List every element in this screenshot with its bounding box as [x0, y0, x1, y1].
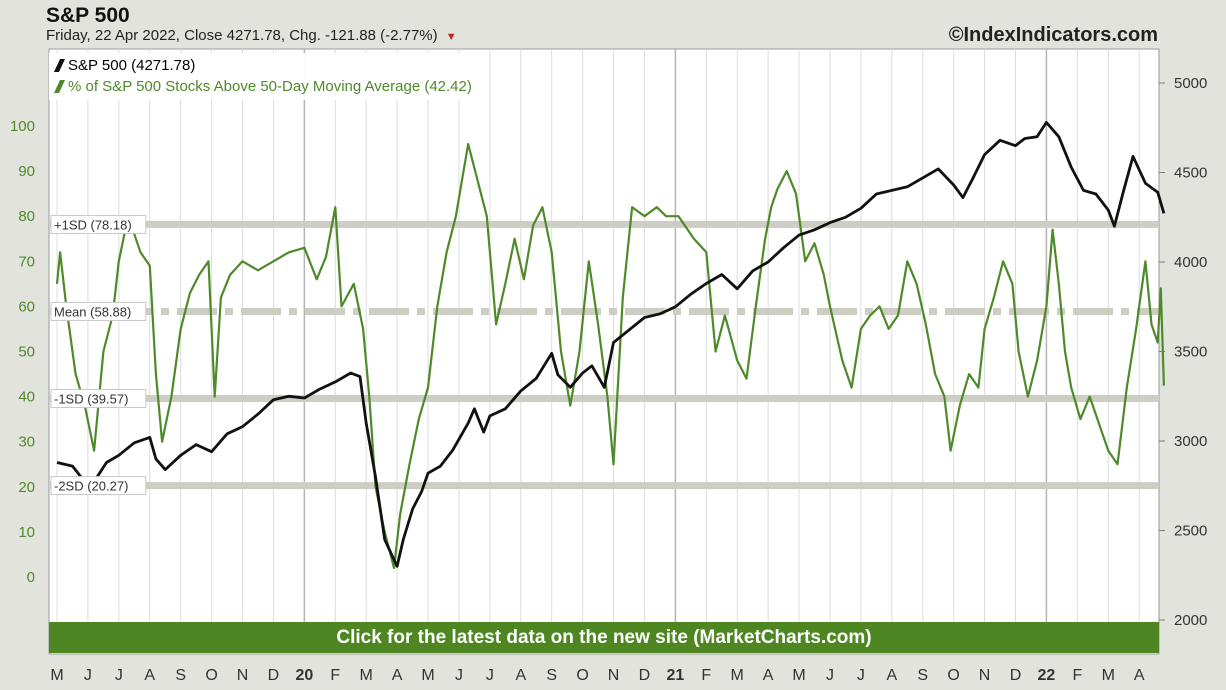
- left-tick-label: 100: [10, 118, 35, 135]
- x-tick-label: O: [576, 667, 588, 684]
- left-tick-label: 80: [18, 208, 35, 225]
- x-tick-label: J: [826, 667, 834, 684]
- grid: [56, 49, 1140, 622]
- right-tick-label: 3500: [1174, 344, 1207, 361]
- x-tick-label: M: [360, 667, 373, 684]
- x-tick-label: J: [455, 667, 463, 684]
- down-arrow-icon: ▼: [445, 31, 457, 43]
- x-tick-label: M: [792, 667, 805, 684]
- band-label: -2SD (20.27): [54, 479, 128, 494]
- right-axis: 2000 2500 3000 3500 4000 4500 5000: [1159, 75, 1207, 629]
- x-tick-label: 21: [666, 667, 684, 684]
- x-tick-label: A: [886, 667, 897, 684]
- sp500-line: [56, 121, 1166, 568]
- x-tick-label: A: [1134, 667, 1145, 684]
- x-tick-label: M: [421, 667, 434, 684]
- left-tick-label: 60: [18, 298, 35, 315]
- chart-title: S&P 500: [46, 4, 130, 27]
- x-tick-label: S: [546, 667, 557, 684]
- left-tick-label: 90: [18, 163, 35, 180]
- x-tick-label: F: [1072, 667, 1082, 684]
- legend-label: S&P 500 (4271.78): [68, 57, 196, 74]
- x-tick-label: J: [857, 667, 865, 684]
- x-tick-label: N: [979, 667, 991, 684]
- series-lines: [55, 121, 1166, 570]
- x-tick-label: A: [144, 667, 155, 684]
- right-tick-label: 4500: [1174, 165, 1207, 182]
- x-tick-label: N: [237, 667, 249, 684]
- plot-area: [48, 48, 1160, 655]
- left-axis: 0 10 20 30 40 50 60 70 80 90 100: [10, 118, 35, 586]
- x-tick-label: O: [947, 667, 959, 684]
- x-tick-label: A: [763, 667, 774, 684]
- legend-label: % of S&P 500 Stocks Above 50-Day Moving …: [68, 78, 472, 95]
- x-tick-label: J: [486, 667, 494, 684]
- x-tick-label: 22: [1038, 667, 1056, 684]
- x-tick-label: S: [175, 667, 186, 684]
- breadth-line: [55, 142, 1165, 570]
- sp500-swatch-icon: [53, 59, 66, 72]
- x-tick-label: S: [917, 667, 928, 684]
- x-tick-label: D: [639, 667, 651, 684]
- x-tick-label: D: [1010, 667, 1022, 684]
- x-tick-label: J: [84, 667, 92, 684]
- x-tick-label: J: [115, 667, 123, 684]
- left-tick-label: 0: [27, 569, 35, 586]
- source-credit: ©IndexIndicators.com: [948, 24, 1158, 46]
- legend: S&P 500 (4271.78) % of S&P 500 Stocks Ab…: [49, 53, 478, 100]
- x-tick-label: 20: [295, 667, 313, 684]
- left-tick-label: 50: [18, 344, 35, 361]
- band-label-box: [50, 476, 147, 496]
- x-tick-label: F: [330, 667, 340, 684]
- band-label-box: [50, 389, 147, 409]
- band-label: +1SD (78.18): [54, 217, 132, 232]
- sd-band-labels: +1SD (78.18) Mean (58.88) -1SD (39.57) -2SD…: [50, 214, 147, 496]
- right-tick-label: 2000: [1174, 612, 1207, 629]
- legend-item-breadth: % of S&P 500 Stocks Above 50-Day Moving …: [53, 76, 472, 97]
- left-tick-label: 70: [18, 253, 35, 270]
- subtitle-text: Friday, 22 Apr 2022, Close 4271.78, Chg.…: [46, 27, 438, 44]
- sd-bands: [49, 220, 1159, 490]
- right-tick-label: 3000: [1174, 433, 1207, 450]
- x-tick-label: M: [50, 667, 63, 684]
- left-tick-label: 40: [18, 389, 35, 406]
- band-label: Mean (58.88): [54, 304, 131, 319]
- x-tick-label: O: [205, 667, 217, 684]
- x-tick-label: M: [1102, 667, 1115, 684]
- left-tick-label: 10: [18, 524, 35, 541]
- band-label-box: [50, 214, 147, 234]
- x-axis: M J J A S O N D 20 F M A M J J A S O N D 21 F M A M J J A S O N D 22 F M A: [50, 667, 1145, 684]
- x-tick-label: N: [608, 667, 620, 684]
- x-tick-label: F: [701, 667, 711, 684]
- latest-data-link[interactable]: Click for the latest data on the new sit…: [49, 622, 1159, 653]
- left-tick-label: 30: [18, 434, 35, 451]
- right-tick-label: 2500: [1174, 523, 1207, 540]
- breadth-swatch-icon: [53, 80, 66, 93]
- chart-subtitle: Friday, 22 Apr 2022, Close 4271.78, Chg.…: [46, 27, 457, 44]
- right-tick-label: 4000: [1174, 254, 1207, 271]
- x-tick-label: M: [731, 667, 744, 684]
- band-label: -1SD (39.57): [54, 392, 128, 407]
- x-tick-label: D: [268, 667, 280, 684]
- band-label-box: [50, 301, 147, 321]
- legend-item-sp500: S&P 500 (4271.78): [53, 55, 472, 76]
- x-tick-label: A: [392, 667, 403, 684]
- right-tick-label: 5000: [1174, 75, 1207, 92]
- x-tick-label: A: [515, 667, 526, 684]
- left-tick-label: 20: [18, 479, 35, 496]
